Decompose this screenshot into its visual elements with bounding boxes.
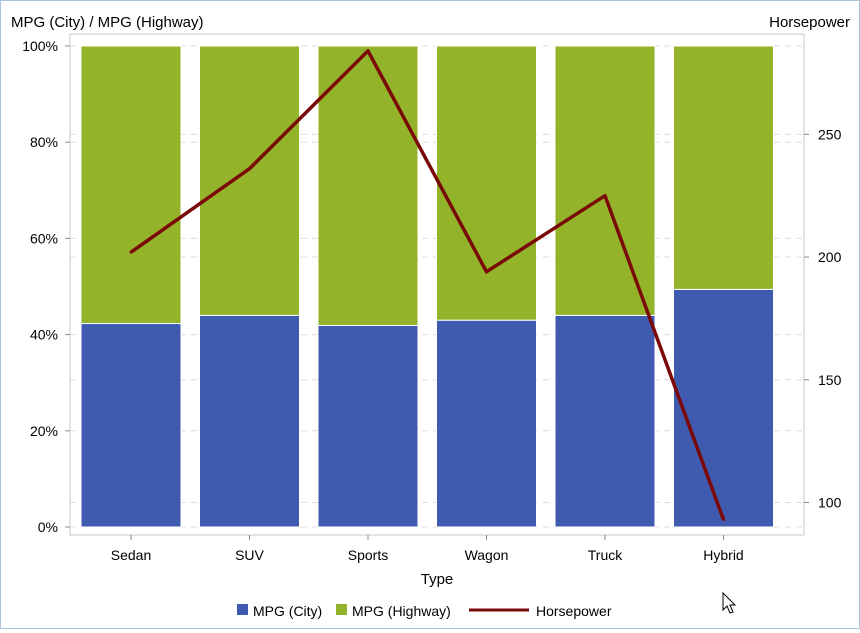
y-tick-label-right: 100 — [818, 494, 842, 510]
axes: 0% 20% 40% 60% 80% 100% 100 150 200 250 Sedan SUV Sp… — [22, 38, 841, 563]
x-tick-label-hybrid: Hybrid — [703, 547, 743, 563]
bar-highway-wagon — [436, 45, 537, 321]
y-tick-label-left: 80% — [30, 134, 58, 150]
bar-city-wagon — [436, 319, 537, 528]
y-tick-label-left: 0% — [38, 519, 58, 535]
legend-swatch-city — [237, 604, 248, 615]
y-tick-label-right: 150 — [818, 372, 842, 388]
horsepower-line — [129, 49, 726, 521]
bar-highway-hybrid — [673, 45, 774, 290]
mouse-cursor-icon — [722, 591, 737, 614]
y-tick-label-left: 100% — [22, 38, 58, 54]
bar-city-sedan — [80, 323, 182, 528]
x-tick-label-sports: Sports — [348, 547, 388, 563]
y-tick-label-left: 40% — [30, 327, 58, 343]
bar-city-truck — [554, 314, 656, 528]
bar-city-hybrid — [673, 288, 774, 528]
x-tick-label-sedan: Sedan — [111, 547, 151, 563]
x-tick-label-suv: SUV — [235, 547, 264, 563]
horsepower-point-sedan — [129, 250, 133, 254]
bar-city-suv — [199, 314, 300, 528]
x-tick-label-wagon: Wagon — [465, 547, 509, 563]
legend-label-city: MPG (City) — [253, 603, 322, 619]
horsepower-line-group — [129, 49, 726, 522]
left-axis-title: MPG (City) / MPG (Highway) — [11, 14, 204, 31]
bar-city-sports — [317, 324, 419, 528]
legend-label-highway: MPG (Highway) — [352, 603, 451, 619]
right-axis-title: Horsepower — [769, 14, 850, 31]
bar-highway-truck — [554, 45, 656, 316]
bar-highway-suv — [199, 45, 300, 316]
legend-label-horsepower: Horsepower — [536, 603, 612, 619]
horsepower-point-wagon — [485, 270, 488, 274]
bars — [80, 45, 774, 528]
horsepower-point-hybrid — [722, 518, 725, 522]
legend: MPG (City) MPG (Highway) Horsepower — [237, 603, 612, 619]
x-axis-title: Type — [421, 571, 454, 588]
y-tick-label-left: 60% — [30, 230, 58, 246]
y-tick-label-left: 20% — [30, 423, 58, 439]
y-tick-label-right: 200 — [818, 249, 842, 265]
legend-swatch-highway — [336, 604, 347, 615]
horsepower-point-suv — [248, 167, 251, 171]
x-tick-label-truck: Truck — [588, 547, 623, 563]
horsepower-point-truck — [603, 194, 607, 198]
bar-highway-sports — [317, 45, 419, 326]
y-tick-label-right: 250 — [818, 126, 842, 142]
bar-highway-sedan — [80, 45, 182, 325]
horsepower-point-sports — [366, 49, 370, 53]
